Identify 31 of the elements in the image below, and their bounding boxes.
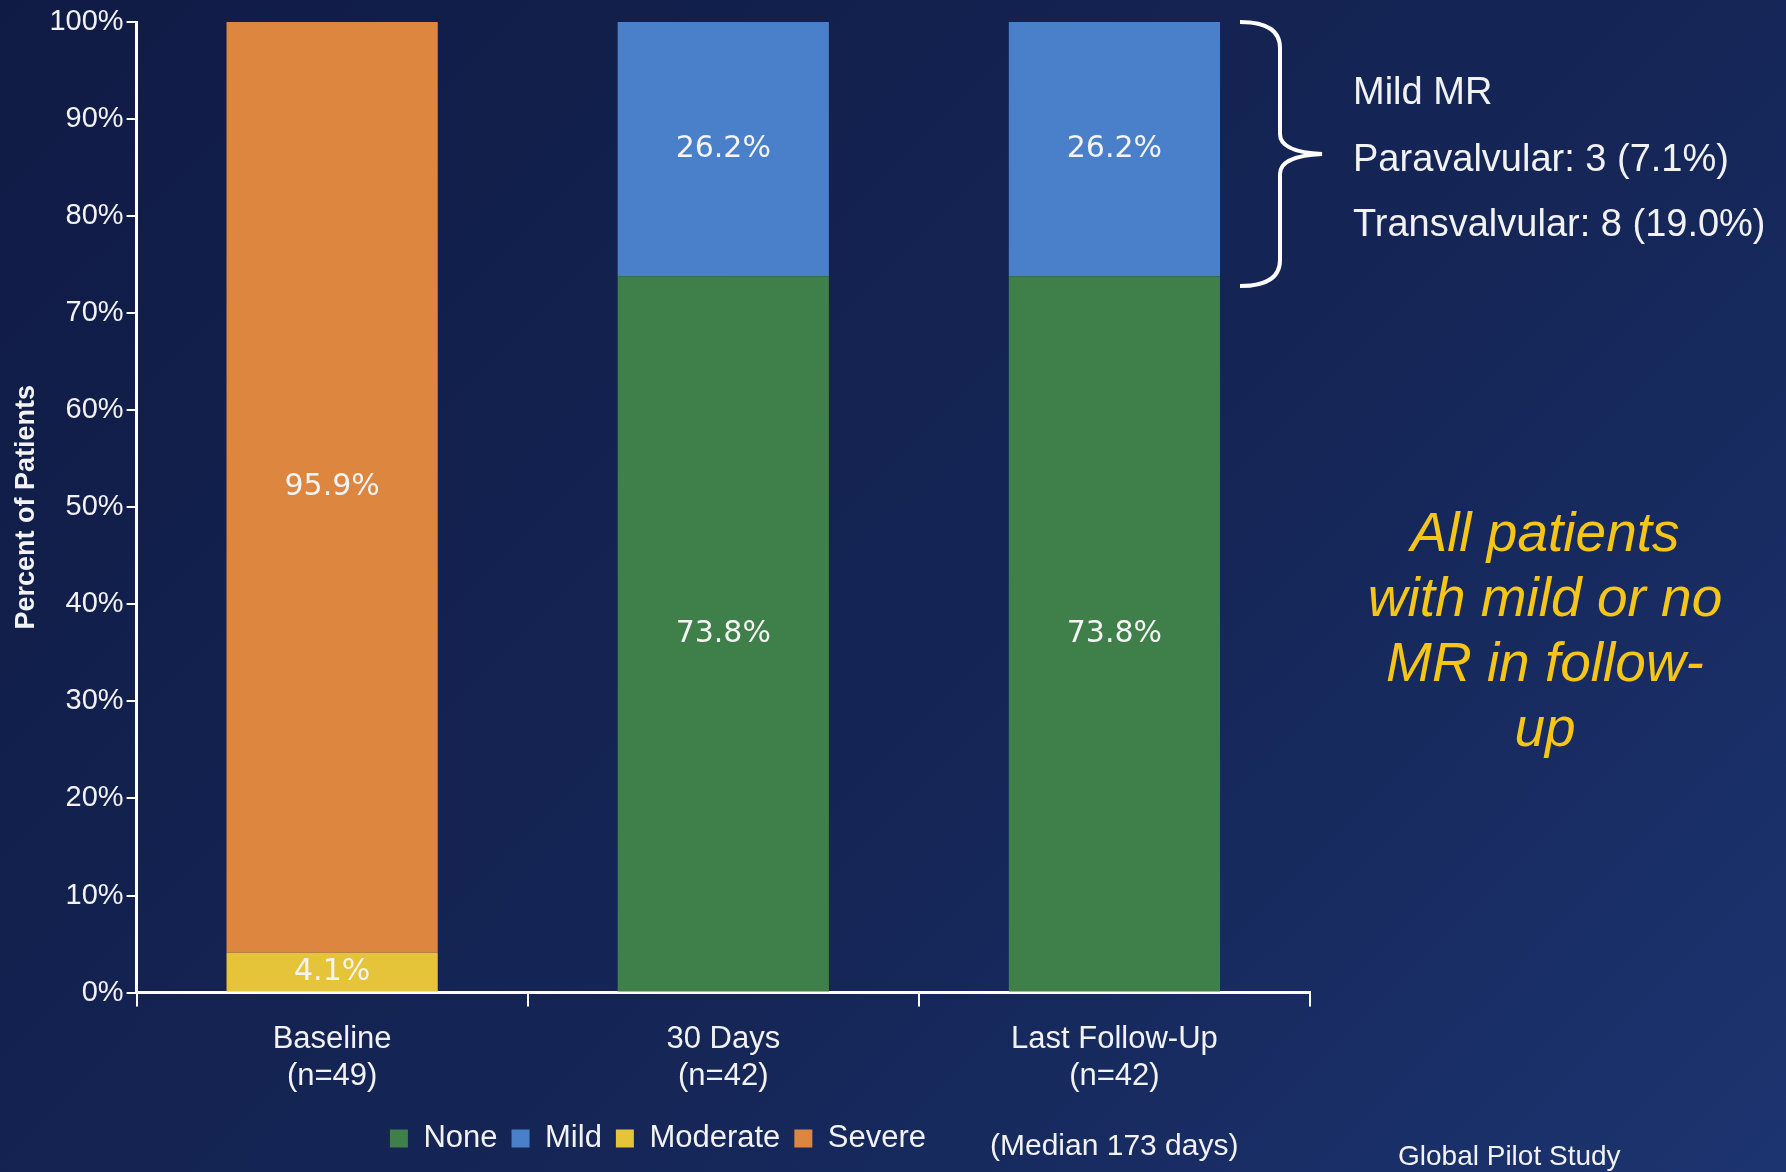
data-label: 26.2% — [1066, 128, 1163, 164]
data-label: 95.9% — [284, 467, 380, 503]
text: (Median 173 days) — [990, 1128, 1239, 1162]
y-tick-label: 10% — [65, 877, 124, 910]
y-tick-label: 20% — [65, 780, 124, 813]
legend-label: Moderate — [649, 1119, 781, 1155]
y-tick-label: 100% — [49, 4, 124, 36]
legend-label: None — [423, 1119, 498, 1155]
x-tick-label: Last Follow-Up (n=42) — [1011, 1019, 1218, 1092]
y-tick-label: 80% — [65, 198, 124, 231]
text: Global Pilot Study — [1398, 1140, 1621, 1172]
y-tick-label: 70% — [65, 295, 124, 328]
y-tick-label: 90% — [65, 101, 124, 134]
y-tick-label: 50% — [65, 489, 124, 522]
text: Transvalvular: 8 (19.0%) — [1353, 202, 1766, 245]
data-label: 26.2% — [675, 128, 771, 164]
y-tick-label: 40% — [65, 586, 124, 619]
x-tick-label: 30 Days (n=42) — [666, 1019, 781, 1092]
legend-label: Severe — [827, 1119, 927, 1155]
text: All patients with mild or no MR in follow-up — [1366, 500, 1724, 760]
text: Mild MR — [1353, 70, 1493, 113]
y-axis-title: Percent of Patients — [9, 385, 40, 630]
legend-label: Mild — [545, 1119, 602, 1155]
data-label: 4.1% — [294, 952, 371, 987]
y-tick-label: 0% — [81, 974, 124, 1007]
data-label: 73.8% — [1066, 613, 1163, 649]
y-tick-label: 60% — [65, 392, 124, 425]
data-label: 73.8% — [675, 613, 771, 649]
y-tick-label: 30% — [65, 683, 124, 716]
text: Paravalvular: 3 (7.1%) — [1353, 137, 1729, 180]
x-tick-label: Baseline (n=49) — [272, 1019, 392, 1092]
